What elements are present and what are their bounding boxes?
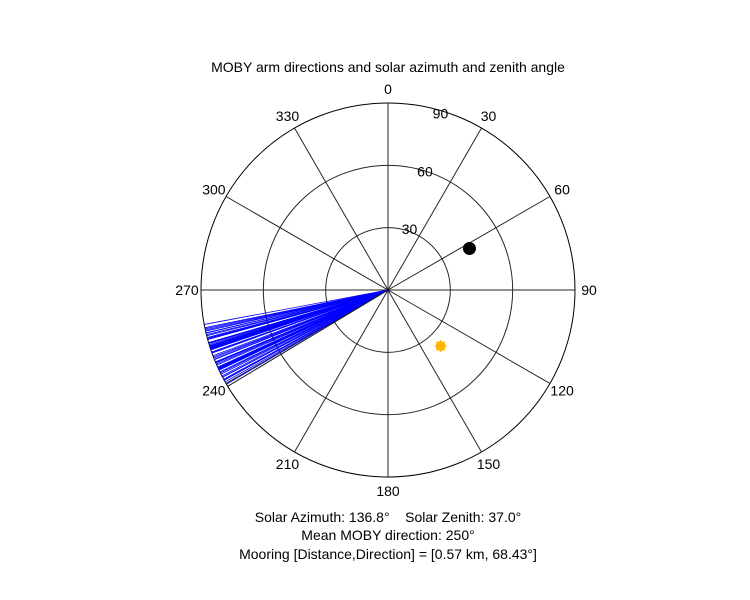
angle-spoke-150 [387, 289, 482, 453]
angle-tick-label-30: 30 [481, 108, 497, 124]
angle-spoke-330 [294, 127, 389, 291]
arm-direction-line [213, 289, 389, 359]
arm-direction-line [212, 289, 389, 357]
radial-tick-label-30: 30 [402, 221, 418, 237]
arm-directions [204, 289, 389, 387]
angle-tick-label-150: 150 [477, 456, 501, 472]
angle-tick-label-240: 240 [202, 383, 226, 399]
angle-spoke-210 [294, 289, 389, 453]
angle-tick-label-120: 120 [550, 383, 574, 399]
moby-direction-caption: Mean MOBY direction: 250° [301, 527, 474, 543]
arm-direction-line [204, 289, 389, 325]
markers [434, 241, 476, 353]
angle-tick-label-180: 180 [376, 483, 400, 499]
arm-direction-line [207, 289, 389, 339]
arm-direction-line [206, 289, 389, 337]
angle-tick-label-60: 60 [554, 181, 570, 197]
tick-labels: 0 30 60 90 120 150 180 210 240 270 300 330 30 60 90 [175, 81, 597, 499]
arm-direction-line [205, 289, 389, 331]
chart-title: MOBY arm directions and solar azimuth an… [211, 59, 565, 75]
mooring-caption: Mooring [Distance,Direction] = [0.57 km,… [239, 546, 537, 562]
angle-spoke-30 [387, 127, 482, 291]
polar-grid [200, 102, 576, 478]
angle-tick-label-90: 90 [581, 282, 597, 298]
arm-direction-line [216, 289, 389, 366]
arm-direction-line [208, 289, 389, 344]
angle-tick-label-330: 330 [276, 108, 300, 124]
arm-direction-line [209, 289, 389, 346]
mooring-marker [462, 241, 476, 255]
angle-tick-label-300: 300 [202, 181, 226, 197]
angle-tick-label-210: 210 [276, 456, 300, 472]
arm-direction-line [210, 289, 389, 349]
angle-tick-label-0: 0 [384, 81, 392, 97]
arm-direction-line [215, 289, 389, 363]
angle-spoke-300 [225, 196, 389, 291]
angle-tick-label-270: 270 [175, 282, 199, 298]
solar-caption: Solar Azimuth: 136.8° Solar Zenith: 37.0… [255, 509, 521, 525]
radial-tick-label-60: 60 [417, 163, 433, 179]
angle-spoke-120 [387, 289, 551, 384]
arm-direction-line [220, 289, 389, 374]
arm-direction-line [205, 289, 389, 334]
radial-tick-label-90: 90 [433, 106, 449, 122]
sun-marker [434, 340, 447, 353]
arm-direction-line [221, 289, 389, 377]
arm-direction-line [223, 289, 389, 381]
arm-direction-line [218, 289, 389, 370]
arm-boundary-line [227, 289, 389, 387]
